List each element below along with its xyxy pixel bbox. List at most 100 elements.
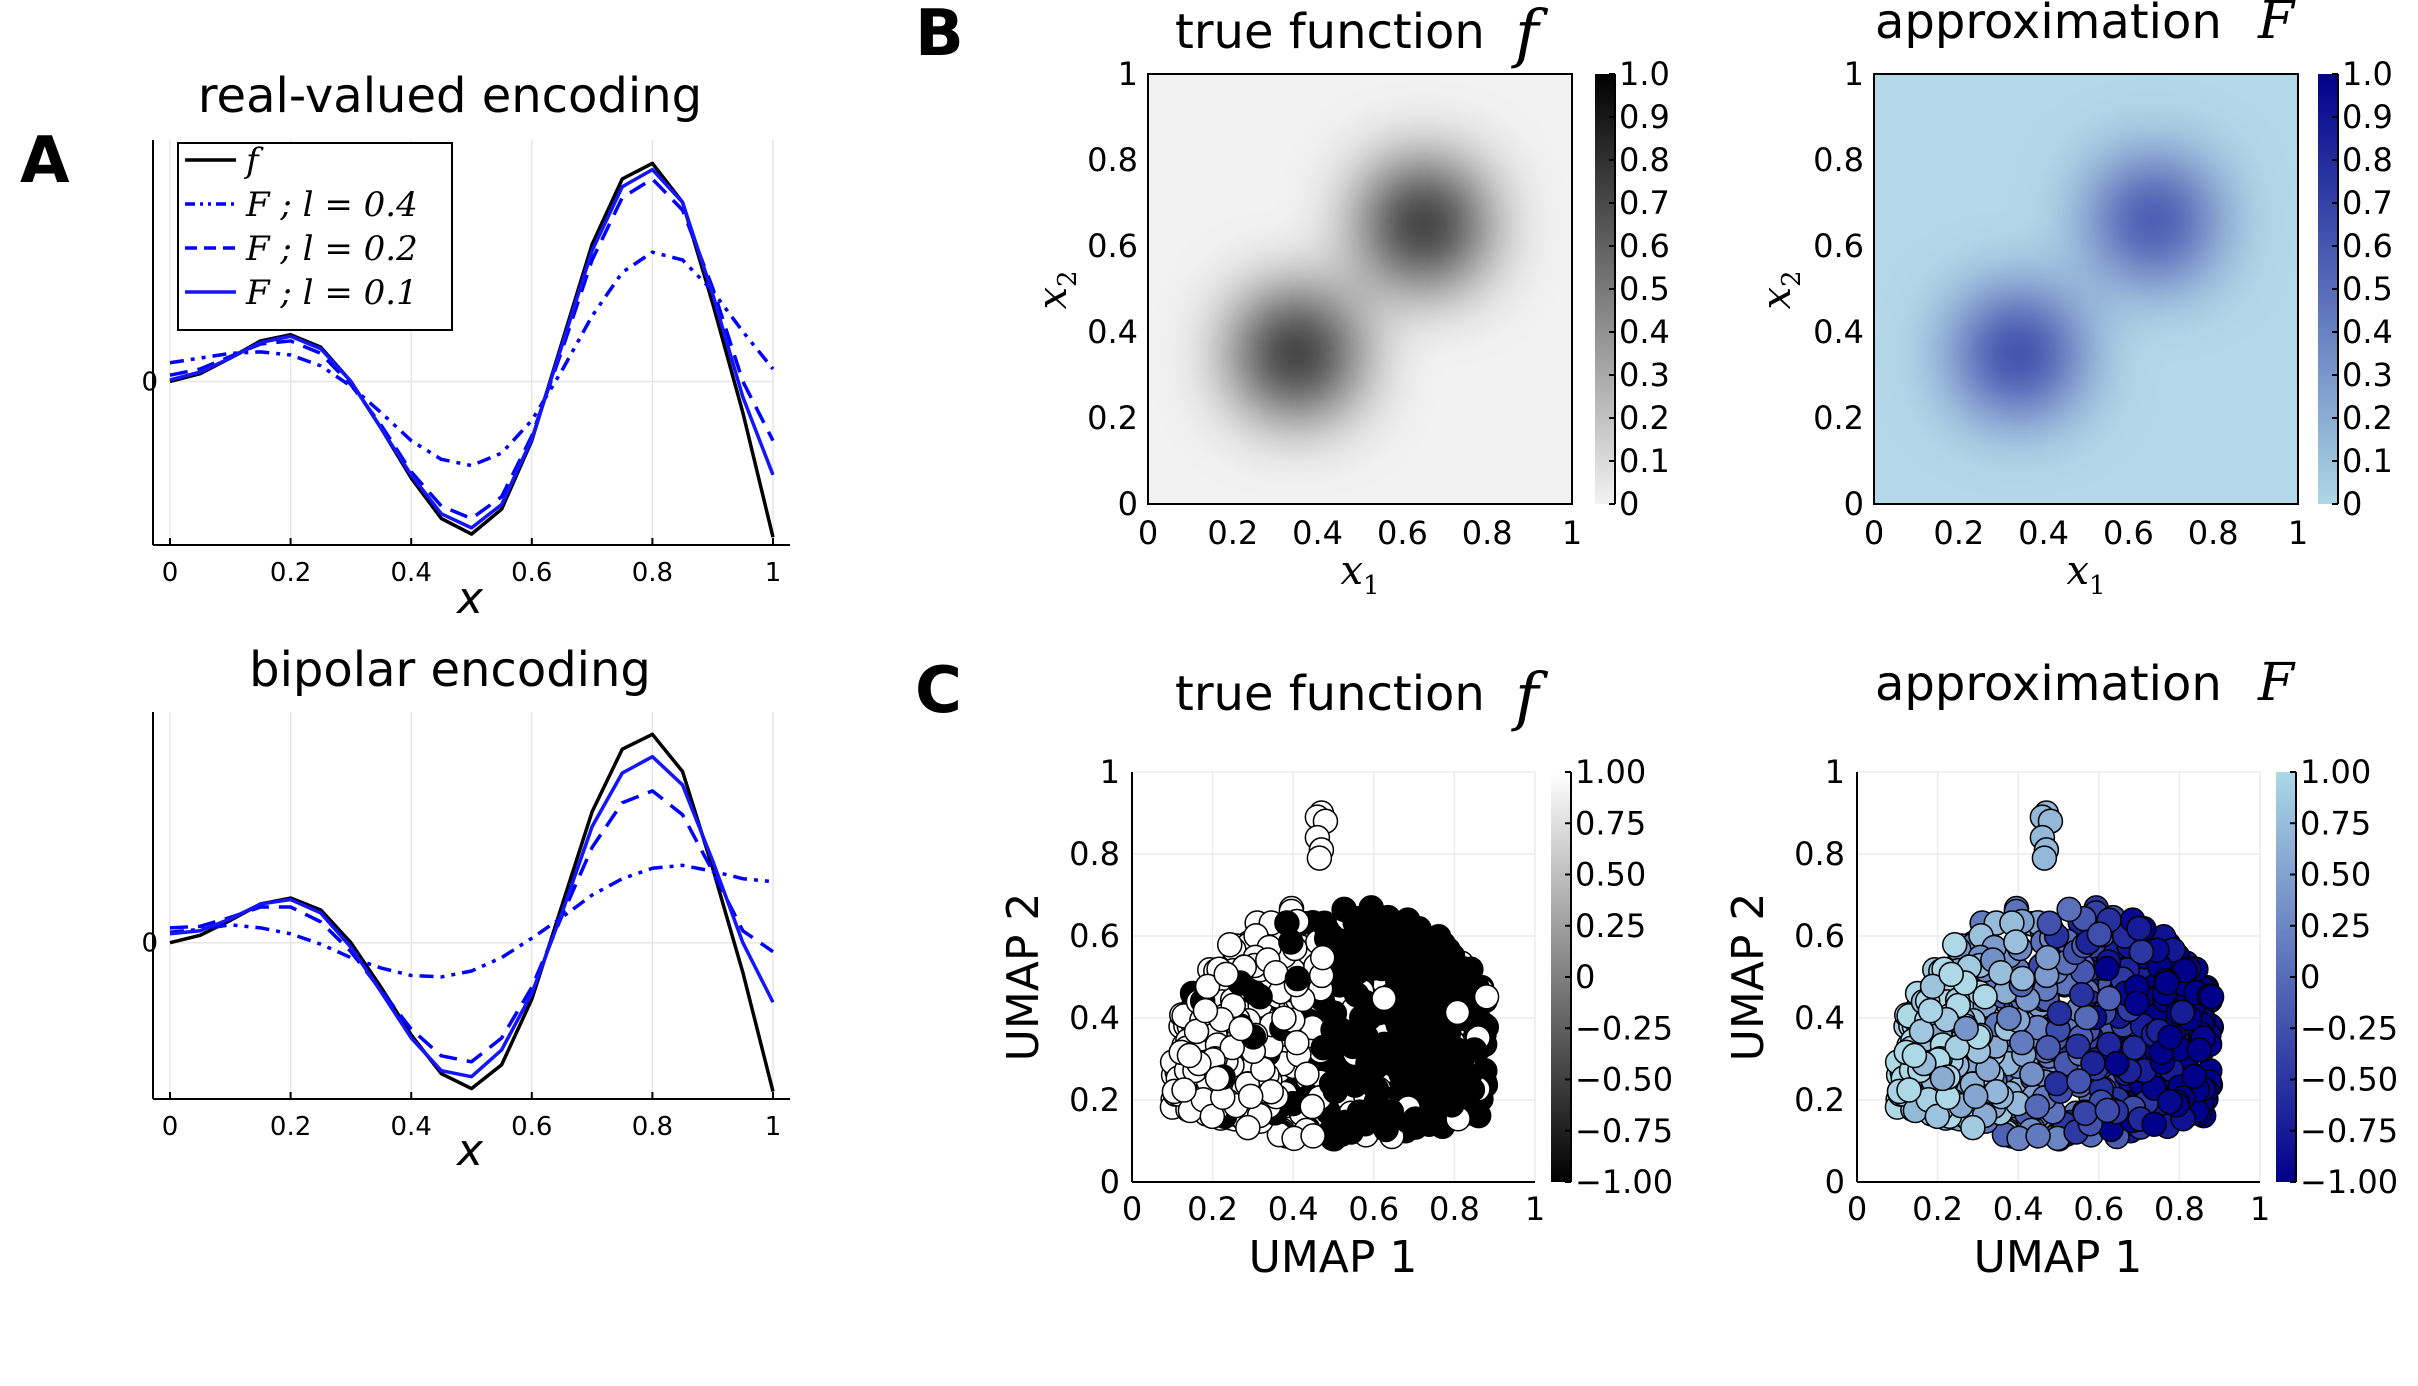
panel-c-left-title: true function — [1175, 666, 1485, 722]
x-axis-label: UMAP 1 — [1974, 1232, 2143, 1283]
x-tick-label: 0.6 — [1377, 514, 1428, 552]
x-tick-label: 0 — [1138, 514, 1158, 552]
scatter-point — [2169, 999, 2196, 1026]
y-tick-label: 0.4 — [1813, 313, 1864, 351]
x2-sub: 2 — [1053, 270, 1083, 287]
panel-a-top-chart: real-valued encoding 0 0.2 0.4 0.6 0.8 1 0 x f… — [141, 68, 790, 624]
panel-b-left-title-symbol: f — [1511, 0, 1549, 71]
x-tick-label: 0.4 — [1268, 1190, 1319, 1228]
scatter-point — [1306, 845, 1333, 871]
scatter-point — [1369, 955, 1395, 982]
colorbar-tick-label: 0.50 — [2300, 856, 2371, 894]
x-tick-label: 0.2 — [1912, 1190, 1963, 1228]
scatter-point — [2003, 929, 2029, 955]
scatter-point — [1403, 939, 1430, 965]
colorbar-tick-label: 0 — [2300, 958, 2320, 996]
series-line — [169, 167, 775, 530]
scatter-point — [1309, 944, 1336, 971]
scatter-point — [1340, 1033, 1366, 1060]
plot-frame — [1147, 73, 1573, 505]
scatter-point — [1235, 1114, 1261, 1141]
y-tick-label: 0.4 — [1794, 999, 1845, 1037]
y-tick-label: 0.6 — [1087, 227, 1138, 265]
x-tick-label: 1 — [1562, 514, 1582, 552]
scatter-point — [1361, 921, 1388, 947]
y-tick-label: 0.6 — [1069, 917, 1120, 955]
heatmap-peak — [1365, 166, 1482, 283]
heatmap-background — [1148, 74, 1572, 504]
scatter-point — [1204, 1065, 1231, 1092]
colorbar-tick-label: 0.25 — [1575, 907, 1646, 945]
scatter-point — [1972, 983, 1998, 1010]
x-tick-label: 0.6 — [511, 558, 552, 588]
scatter-point — [2073, 1004, 2100, 1031]
scatter-point — [1192, 997, 1219, 1024]
scatter-point — [2036, 910, 2063, 936]
colorbar-tick-label: 0 — [1619, 485, 1639, 523]
y-tick-label: 0 — [1100, 1163, 1120, 1201]
x-tick-label: 0.8 — [632, 558, 673, 588]
panel-label-a: A — [20, 124, 70, 198]
x-tick-label: 0.2 — [270, 1112, 311, 1142]
x-axis-label: x1 — [1340, 548, 1379, 601]
x-tick-label: 0.2 — [1933, 514, 1984, 552]
scatter-point — [1896, 1077, 1922, 1103]
colorbar-tick-label: 0 — [2342, 485, 2362, 523]
scatter-point — [1171, 1077, 1197, 1103]
x-tick-label: 0.4 — [391, 1112, 432, 1142]
scatter-point — [1444, 999, 1471, 1026]
scatter-point — [1401, 915, 1427, 942]
scatter-point — [1369, 1097, 1396, 1124]
scatter-point — [2141, 1111, 2167, 1137]
y-tick-label: 0.2 — [1069, 1081, 1120, 1119]
scatter-point — [2034, 944, 2061, 971]
scatter-point — [1213, 961, 1239, 988]
panel-c-left-title-symbol: f — [1511, 660, 1549, 734]
scatter-point — [2072, 1100, 2098, 1127]
colorbar-tick-label: 0.8 — [1619, 141, 1670, 179]
y-tick-label: 1 — [1844, 55, 1864, 93]
scatter-point — [1311, 910, 1338, 936]
panel-b-right-heatmap: approximation F 0 0.2 0.4 0.6 0.8 100.20.40.6… — [1754, 0, 2393, 601]
legend-label: F ; l = 0.4 — [245, 185, 418, 225]
y-tick-label: 0.8 — [1813, 141, 1864, 179]
x-tick-label: 0.4 — [1993, 1190, 2044, 1228]
scatter-point — [2035, 1034, 2061, 1061]
x1-sub: 1 — [2089, 571, 2106, 601]
colorbar-tick-label: 0.4 — [1619, 313, 1670, 351]
heatmap-peak — [2095, 162, 2212, 279]
scatter-point — [1456, 1063, 1482, 1090]
scatter-point — [2103, 1050, 2130, 1077]
x1-x: x — [1340, 548, 1363, 594]
panel-b-right-title-symbol: F — [2257, 0, 2296, 51]
scatter-point — [1343, 982, 1370, 1008]
x-tick-label: 0.8 — [632, 1112, 673, 1142]
scatter-point — [1284, 1029, 1310, 1056]
colorbar-tick-label: −0.25 — [2300, 1009, 2398, 1047]
scatter-point — [1461, 1037, 1488, 1063]
panel-b-left-title: true function — [1175, 4, 1485, 60]
x-tick-label: 0 — [1864, 514, 1884, 552]
scatter-point — [1371, 985, 1397, 1012]
colorbar-tick-label: 0.6 — [2342, 227, 2393, 265]
scatter-point — [1271, 1005, 1297, 1031]
scatter-point — [1176, 1042, 1203, 1069]
panel-b-right-title: approximation — [1875, 0, 2222, 50]
scatter-point — [1996, 1005, 2022, 1031]
scatter-point — [1901, 1042, 1928, 1069]
colorbar-tick-label: 0.2 — [2342, 399, 2393, 437]
scatter-point — [2157, 1089, 2183, 1115]
panel-a-bottom-title: bipolar encoding — [249, 642, 651, 698]
colorbar-tick-label: −0.75 — [2300, 1112, 2398, 1150]
colorbar-tick-label: 1.00 — [1575, 753, 1646, 791]
x2-x: x — [1030, 287, 1076, 310]
scatter-point — [1247, 983, 1273, 1010]
scatter-point — [1416, 1111, 1442, 1137]
scatter-point — [2126, 915, 2152, 942]
x-tick-label: 0.2 — [1207, 514, 1258, 552]
scatter-point — [2019, 1061, 2045, 1087]
scatter-point — [1299, 1093, 1326, 1120]
scatter-point — [1953, 1015, 1979, 1042]
x-tick-label: 0.8 — [2188, 514, 2239, 552]
